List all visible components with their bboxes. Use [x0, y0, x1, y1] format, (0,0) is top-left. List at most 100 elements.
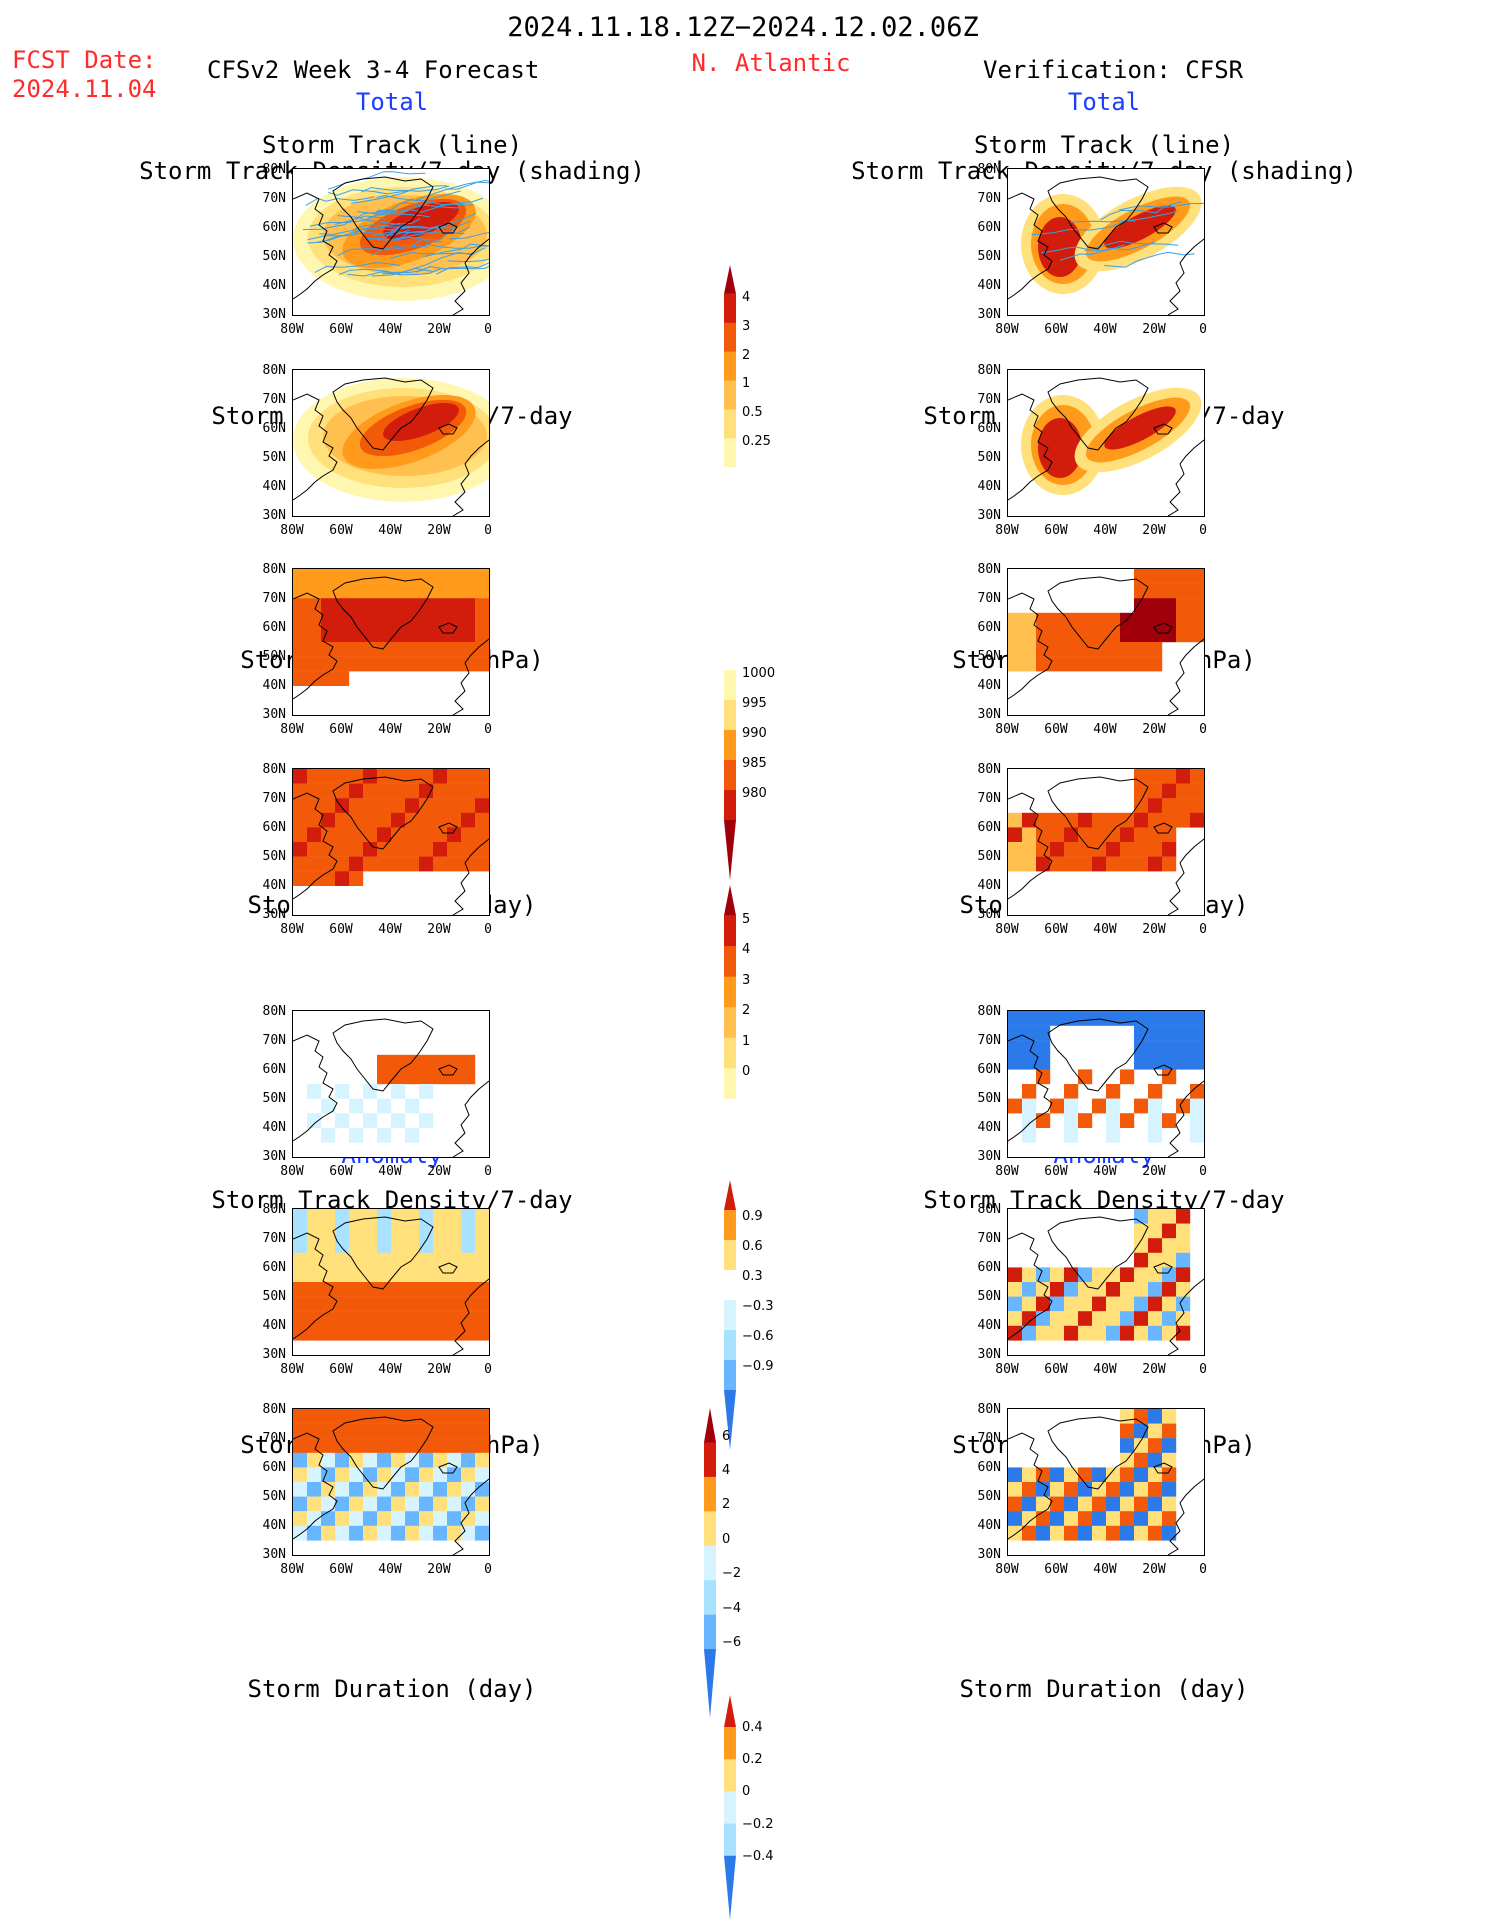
- map-field: [293, 377, 489, 516]
- lat-tick-label: 60N: [977, 220, 1001, 235]
- lat-tick-label: 40N: [977, 479, 1001, 494]
- map-panel-duration-right: 80N 70N 60N 50N 40N 30N 80W 60W 40W 20W 0: [978, 763, 1207, 936]
- map-frame: [1007, 1208, 1205, 1356]
- lat-tick-label: 70N: [977, 1033, 1001, 1048]
- colorbar-tick-label: 1000: [742, 666, 776, 681]
- map-frame: [292, 168, 490, 316]
- colorbar-tick-label: 0.5: [742, 405, 763, 421]
- colorbar-tick-label: 4: [742, 942, 751, 958]
- lat-tick-label: 40N: [977, 1318, 1001, 1333]
- lon-tick-label: 0: [1199, 1562, 1207, 1577]
- lat-tick-label: 70N: [977, 1431, 1001, 1446]
- lon-tick-label: 20W: [1142, 1562, 1166, 1577]
- lat-tick-label: 40N: [977, 1518, 1001, 1533]
- lat-tick-label: 40N: [977, 1120, 1001, 1135]
- map-frame: [292, 1408, 490, 1556]
- lat-tick-label: 40N: [977, 878, 1001, 893]
- lon-tick-label: 40W: [378, 1164, 402, 1179]
- title-anom-duration-right: Storm Duration (day): [959, 1675, 1249, 1703]
- lat-tick-label: 80N: [977, 363, 1001, 378]
- lat-tick-label: 80N: [262, 363, 286, 378]
- lon-tick-label: 80W: [280, 322, 304, 337]
- map-field: [1008, 1209, 1204, 1355]
- lat-tick-label: 60N: [262, 421, 286, 436]
- map-field: [293, 769, 489, 915]
- map-panel-anom-duration-right: 80N 70N 60N 50N 40N 30N 80W 60W 40W 20W 0: [978, 1403, 1207, 1576]
- lon-tick-label: 60W: [1044, 1362, 1068, 1377]
- lat-tick-label: 30N: [262, 1347, 286, 1362]
- lon-tick-label: 0: [1199, 1362, 1207, 1377]
- lon-tick-label: 40W: [378, 722, 402, 737]
- lon-tick-label: 0: [484, 722, 492, 737]
- lon-tick-label: 40W: [1093, 322, 1117, 337]
- map-field: [293, 1018, 489, 1157]
- lon-tick-label: 20W: [427, 523, 451, 538]
- lon-tick-label: 20W: [427, 722, 451, 737]
- lat-tick-label: 40N: [262, 1518, 286, 1533]
- map-frame: [292, 568, 490, 716]
- map-field: [1008, 769, 1204, 915]
- map-panel-anom-duration-left: 80N 70N 60N 50N 40N 30N 80W 60W 40W 20W 0: [263, 1403, 492, 1576]
- lat-tick-label: 70N: [262, 1033, 286, 1048]
- lat-tick-label: 80N: [977, 1004, 1001, 1019]
- map-panel-intensity-left: 80N 70N 60N 50N 40N 30N 80W 60W 40W 20W 0: [263, 563, 492, 736]
- date-range-title: 2024.11.18.12Z−2024.12.02.06Z: [507, 12, 979, 43]
- colorbar-tick-label: −2: [722, 1566, 742, 1582]
- colorbar-tick-label: 0.9: [742, 1209, 763, 1224]
- lon-tick-label: 60W: [1044, 1562, 1068, 1577]
- title-anom-duration-left: Storm Duration (day): [247, 1675, 537, 1703]
- lat-tick-label: 80N: [977, 1402, 1001, 1417]
- map-frame: [292, 1208, 490, 1356]
- colorbar-tick-label: 3: [742, 318, 751, 334]
- colorbar-tick-label: −0.3: [742, 1299, 774, 1314]
- lon-tick-label: 40W: [1093, 1362, 1117, 1377]
- lat-tick-label: 30N: [977, 307, 1001, 322]
- lat-tick-label: 60N: [262, 820, 286, 835]
- lat-tick-label: 40N: [262, 1120, 286, 1135]
- map-field: [1008, 377, 1204, 516]
- lat-tick-label: 40N: [262, 1318, 286, 1333]
- lat-tick-label: 60N: [977, 620, 1001, 635]
- colorbar-tick-label: 0: [742, 1784, 751, 1800]
- colorbar-tick-label: 2: [722, 1497, 731, 1513]
- lon-tick-label: 80W: [280, 1164, 304, 1179]
- lat-tick-label: 80N: [262, 162, 286, 177]
- map-field: [1008, 1409, 1204, 1555]
- colorbar-density-total: 4 3 2 1 0.5 0.25: [720, 265, 771, 533]
- lat-tick-label: 80N: [977, 162, 1001, 177]
- coastline-outline: [293, 377, 489, 516]
- coastline-outline: [1008, 576, 1204, 715]
- coastline-outline: [293, 776, 489, 915]
- lon-tick-label: 60W: [329, 922, 353, 937]
- map-frame: [1007, 768, 1205, 916]
- lat-tick-label: 50N: [977, 450, 1001, 465]
- lat-tick-label: 30N: [977, 707, 1001, 722]
- lon-tick-label: 20W: [1142, 722, 1166, 737]
- lon-tick-label: 60W: [329, 1562, 353, 1577]
- lon-tick-label: 0: [1199, 1164, 1207, 1179]
- lon-tick-label: 40W: [378, 523, 402, 538]
- total-label-left: Total: [355, 88, 429, 116]
- lon-tick-label: 80W: [995, 1164, 1019, 1179]
- lat-tick-label: 30N: [977, 508, 1001, 523]
- map-field: [1008, 1011, 1204, 1157]
- lon-tick-label: 80W: [280, 722, 304, 737]
- coastline-outline: [293, 1018, 489, 1157]
- colorbar-tick-label: −6: [722, 1635, 742, 1651]
- lat-tick-label: 30N: [977, 1149, 1001, 1164]
- lon-tick-label: 20W: [1142, 523, 1166, 538]
- lon-tick-label: 40W: [378, 922, 402, 937]
- model-title: CFSv2 Week 3-4 Forecast: [207, 56, 540, 84]
- map-field: [293, 569, 489, 715]
- lat-tick-label: 70N: [262, 791, 286, 806]
- lon-tick-label: 20W: [427, 922, 451, 937]
- coastline-outline: [293, 1216, 489, 1355]
- colorbar-tick-label: −4: [722, 1600, 742, 1616]
- fcst-date-value: 2024.11.04: [12, 75, 157, 103]
- lat-tick-label: 70N: [977, 392, 1001, 407]
- lat-tick-label: 60N: [977, 1460, 1001, 1475]
- lat-tick-label: 60N: [977, 421, 1001, 436]
- colorbar-tick-label: 0: [742, 1064, 751, 1080]
- lat-tick-label: 40N: [262, 278, 286, 293]
- lat-tick-label: 50N: [977, 1091, 1001, 1106]
